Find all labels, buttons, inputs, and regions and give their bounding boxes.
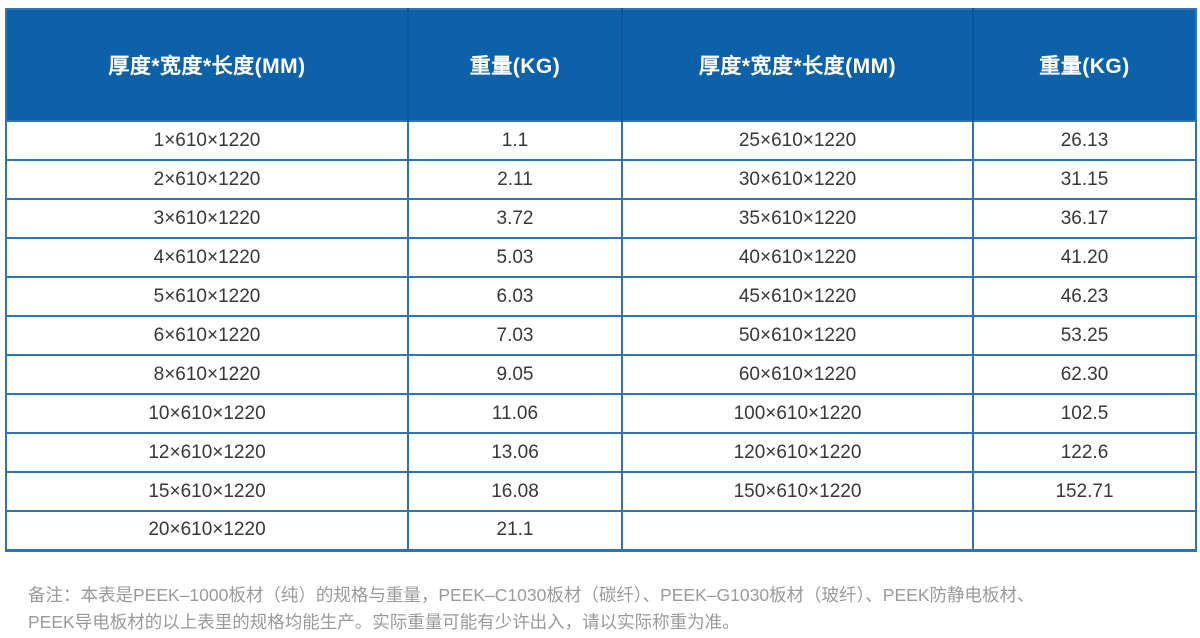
table-cell: 46.23 [972, 276, 1197, 317]
table-cell: 20×610×1220 [5, 510, 409, 551]
table-cell: 45×610×1220 [621, 276, 974, 317]
table-cell: 31.15 [972, 159, 1197, 200]
table-row: 2×610×1220 2.11 30×610×1220 31.15 [5, 159, 1197, 200]
table-cell: 7.03 [407, 315, 623, 356]
table-row: 4×610×1220 5.03 40×610×1220 41.20 [5, 237, 1197, 278]
table-row: 20×610×1220 21.1 [5, 510, 1197, 551]
header-row: 厚度*宽度*长度(MM) 重量(KG) 厚度*宽度*长度(MM) 重量(KG) [6, 9, 1196, 121]
table-cell: 5.03 [407, 237, 623, 278]
table-cell: 36.17 [972, 198, 1197, 239]
table-body: 1×610×1220 1.1 25×610×1220 26.13 2×610×1220 2… [5, 120, 1197, 551]
header-weight-right: 重量(KG) [973, 9, 1196, 121]
table-cell: 4×610×1220 [5, 237, 409, 278]
table-cell: 41.20 [972, 237, 1197, 278]
table-cell: 6×610×1220 [5, 315, 409, 356]
table-cell: 2.11 [407, 159, 623, 200]
table-cell: 1.1 [407, 120, 623, 161]
table-row: 5×610×1220 6.03 45×610×1220 46.23 [5, 276, 1197, 317]
table-cell: 122.6 [972, 432, 1197, 473]
table-row: 1×610×1220 1.1 25×610×1220 26.13 [5, 120, 1197, 161]
table-cell [621, 510, 974, 551]
table-cell: 2×610×1220 [5, 159, 409, 200]
table-row: 12×610×1220 13.06 120×610×1220 122.6 [5, 432, 1197, 473]
note: 备注：本表是PEEK–1000板材（纯）的规格与重量，PEEK–C1030板材（… [28, 582, 1193, 636]
table-cell: 21.1 [407, 510, 623, 551]
table-cell: 53.25 [972, 315, 1197, 356]
table-cell: 12×610×1220 [5, 432, 409, 473]
note-line-1: 备注：本表是PEEK–1000板材（纯）的规格与重量，PEEK–C1030板材（… [28, 585, 1035, 605]
table-cell: 150×610×1220 [621, 471, 974, 512]
table-cell: 13.06 [407, 432, 623, 473]
note-line-2: PEEK导电板材的以上表里的规格均能生产。实际重量可能有少许出入，请以实际称重为… [28, 612, 740, 632]
table-cell: 6.03 [407, 276, 623, 317]
table-cell: 102.5 [972, 393, 1197, 434]
table-cell: 11.06 [407, 393, 623, 434]
table-row: 15×610×1220 16.08 150×610×1220 152.71 [5, 471, 1197, 512]
table-cell: 9.05 [407, 354, 623, 395]
table-cell: 100×610×1220 [621, 393, 974, 434]
table-cell: 8×610×1220 [5, 354, 409, 395]
table-row: 10×610×1220 11.06 100×610×1220 102.5 [5, 393, 1197, 434]
table-cell: 152.71 [972, 471, 1197, 512]
table-row: 3×610×1220 3.72 35×610×1220 36.17 [5, 198, 1197, 239]
table-row: 6×610×1220 7.03 50×610×1220 53.25 [5, 315, 1197, 356]
spec-table: 厚度*宽度*长度(MM) 重量(KG) 厚度*宽度*长度(MM) 重量(KG) … [5, 8, 1197, 552]
table-cell: 15×610×1220 [5, 471, 409, 512]
table-cell: 5×610×1220 [5, 276, 409, 317]
header-size-right: 厚度*宽度*长度(MM) [622, 9, 974, 121]
table-cell: 26.13 [972, 120, 1197, 161]
header-size-left: 厚度*宽度*长度(MM) [6, 9, 409, 121]
table-cell: 3×610×1220 [5, 198, 409, 239]
table-cell: 30×610×1220 [621, 159, 974, 200]
table-cell [972, 510, 1197, 551]
table-row: 8×610×1220 9.05 60×610×1220 62.30 [5, 354, 1197, 395]
table-cell: 120×610×1220 [621, 432, 974, 473]
table-cell: 16.08 [407, 471, 623, 512]
table-cell: 10×610×1220 [5, 393, 409, 434]
table-cell: 60×610×1220 [621, 354, 974, 395]
table-cell: 25×610×1220 [621, 120, 974, 161]
table-cell: 50×610×1220 [621, 315, 974, 356]
header-weight-left: 重量(KG) [408, 9, 623, 121]
table-cell: 3.72 [407, 198, 623, 239]
table-cell: 40×610×1220 [621, 237, 974, 278]
table-cell: 1×610×1220 [5, 120, 409, 161]
table-cell: 35×610×1220 [621, 198, 974, 239]
table-cell: 62.30 [972, 354, 1197, 395]
